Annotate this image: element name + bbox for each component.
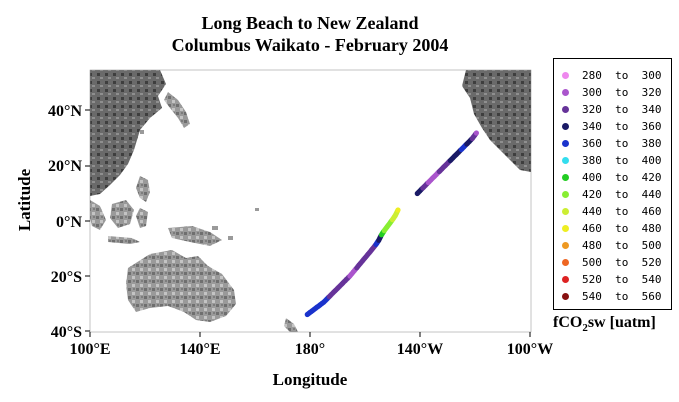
legend-swatch — [562, 190, 569, 198]
legend: 280 to 300 300 to 320 320 to 340 340 to 360… — [553, 58, 672, 310]
legend-item: 360 to 380 — [562, 135, 661, 151]
legend-swatch — [562, 122, 569, 130]
legend-label: 340 to 360 — [582, 119, 662, 133]
legend-item: 380 to 400 — [562, 152, 661, 168]
island — [255, 208, 259, 211]
legend-label: 300 to 320 — [582, 85, 662, 99]
y-tick-label: 20°N — [48, 158, 82, 175]
legend-label: 400 to 420 — [582, 170, 662, 184]
y-tick-label: 0°N — [56, 214, 82, 231]
java-landmass — [108, 236, 140, 244]
new-zealand-landmass — [284, 318, 298, 332]
island — [228, 236, 233, 240]
title-line-1: Long Beach to New Zealand — [201, 13, 419, 33]
legend-swatch — [562, 156, 569, 164]
legend-label: 460 to 480 — [582, 221, 662, 235]
y-tick-label: 40°N — [48, 103, 82, 120]
legend-swatch — [562, 105, 569, 113]
japan-landmass — [164, 92, 190, 128]
legend-title-main: fCO — [553, 314, 583, 331]
map-title: Long Beach to New Zealand Columbus Waika… — [0, 12, 620, 56]
x-tick-label: 180° — [295, 341, 325, 358]
legend-swatch — [562, 173, 569, 181]
legend-label: 480 to 500 — [582, 238, 662, 252]
legend-item: 520 to 540 — [562, 271, 661, 287]
legend-item: 340 to 360 — [562, 118, 661, 134]
legend-label: 380 to 400 — [582, 153, 662, 167]
title-line-2: Columbus Waikato - February 2004 — [171, 35, 449, 55]
x-axis-label: Longitude — [273, 370, 348, 389]
y-axis-label: Latitude — [15, 168, 34, 231]
track-point — [395, 207, 401, 213]
legend-item: 540 to 560 — [562, 288, 661, 304]
legend-item: 280 to 300 — [562, 67, 661, 83]
land-masses — [90, 70, 531, 332]
new-guinea-landmass — [168, 226, 222, 246]
legend-item: 300 to 320 — [562, 84, 661, 100]
island — [140, 130, 144, 134]
legend-swatch — [562, 71, 569, 79]
legend-label: 360 to 380 — [582, 136, 662, 150]
y-tick-label: 40°S — [51, 324, 82, 341]
axis-ticks — [85, 109, 531, 337]
legend-label: 540 to 560 — [582, 289, 662, 303]
legend-item: 400 to 420 — [562, 169, 661, 185]
east-asia-landmass — [90, 70, 166, 196]
island — [212, 226, 218, 230]
legend-item: 420 to 440 — [562, 186, 661, 202]
philippines-landmass — [136, 176, 150, 202]
legend-swatch — [562, 275, 569, 283]
legend-swatch — [562, 207, 569, 215]
legend-item: 320 to 340 — [562, 101, 661, 117]
borneo-landmass — [110, 200, 134, 228]
ship-track — [304, 130, 479, 318]
legend-title: fCO2sw [uatm] — [553, 314, 656, 334]
x-tick-label: 100°W — [507, 341, 553, 358]
legend-swatch — [562, 241, 569, 249]
legend-label: 440 to 460 — [582, 204, 662, 218]
legend-title-unit: sw [uatm] — [587, 314, 656, 331]
legend-swatch — [562, 258, 569, 266]
legend-item: 480 to 500 — [562, 237, 661, 253]
sumatra-landmass — [90, 200, 106, 230]
legend-item: 500 to 520 — [562, 254, 661, 270]
legend-label: 280 to 300 — [582, 68, 662, 82]
legend-label: 320 to 340 — [582, 102, 662, 116]
legend-label: 520 to 540 — [582, 272, 662, 286]
x-tick-label: 100°E — [69, 341, 110, 358]
legend-swatch — [562, 88, 569, 96]
legend-label: 500 to 520 — [582, 255, 662, 269]
legend-item: 460 to 480 — [562, 220, 661, 236]
track-point — [473, 130, 479, 136]
legend-swatch — [562, 224, 569, 232]
legend-title-subscript: 2 — [582, 322, 588, 335]
legend-swatch — [562, 139, 569, 147]
north-america-landmass — [462, 70, 531, 172]
x-tick-label: 140°E — [179, 341, 220, 358]
y-tick-label: 20°S — [51, 269, 82, 286]
legend-swatch — [562, 292, 569, 300]
legend-label: 420 to 440 — [582, 187, 662, 201]
australia-landmass — [126, 250, 236, 322]
x-tick-label: 140°W — [397, 341, 443, 358]
sulawesi-landmass — [136, 208, 148, 228]
legend-item: 440 to 460 — [562, 203, 661, 219]
